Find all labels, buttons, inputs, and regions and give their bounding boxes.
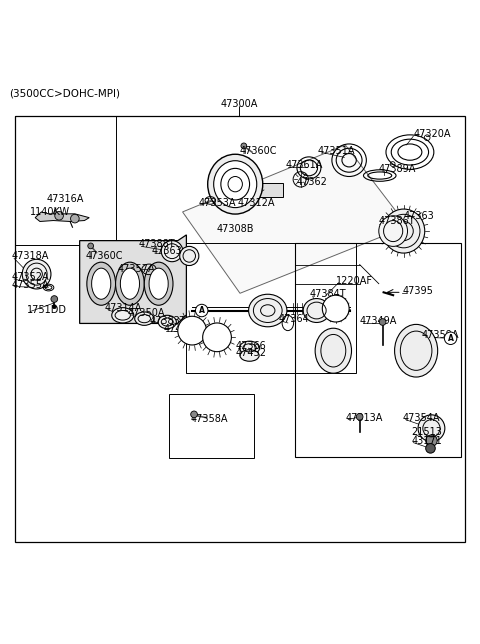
Circle shape [55,211,63,220]
Text: A: A [448,334,454,343]
Circle shape [51,296,58,303]
Ellipse shape [214,161,257,207]
Text: 47312A: 47312A [237,198,275,208]
Text: 47465: 47465 [163,324,194,334]
Circle shape [323,295,349,322]
Text: 47313A: 47313A [345,413,383,422]
Text: 47318A: 47318A [11,251,48,261]
Text: 47363: 47363 [152,246,183,256]
Ellipse shape [208,155,263,214]
Ellipse shape [149,268,168,299]
Ellipse shape [395,325,438,377]
Circle shape [379,319,386,325]
Circle shape [191,411,197,418]
Circle shape [444,332,457,345]
Text: 47452: 47452 [235,348,266,357]
Circle shape [178,316,206,345]
Text: 47349A: 47349A [360,316,397,326]
Ellipse shape [112,308,134,323]
Ellipse shape [120,268,140,299]
Text: 47362: 47362 [297,176,328,187]
Text: 47354A: 47354A [403,413,440,422]
Circle shape [52,305,56,308]
Ellipse shape [144,262,173,305]
Text: A: A [199,306,204,315]
Ellipse shape [180,247,199,265]
Circle shape [241,143,247,149]
Circle shape [195,305,208,317]
Bar [15,116,116,245]
Ellipse shape [161,241,183,261]
Text: 47353A: 47353A [198,198,236,208]
Polygon shape [80,235,186,323]
Circle shape [356,413,363,420]
Bar [186,243,356,374]
Text: 47366: 47366 [235,341,266,351]
Circle shape [88,243,94,249]
Circle shape [71,214,79,223]
Polygon shape [182,145,408,293]
Ellipse shape [315,328,351,374]
Text: 47363: 47363 [404,211,434,221]
Text: 47351A: 47351A [318,146,355,156]
Circle shape [418,415,445,442]
Ellipse shape [249,294,287,327]
Text: 47364: 47364 [278,314,309,324]
Ellipse shape [22,260,51,289]
Text: 47350A: 47350A [128,308,165,318]
Text: 47384T: 47384T [310,289,346,299]
Ellipse shape [240,341,260,355]
Text: 47360C: 47360C [86,251,123,261]
Text: 47388T: 47388T [139,240,175,249]
Text: 21513: 21513 [411,427,442,437]
Text: (3500CC>DOHC-MPI): (3500CC>DOHC-MPI) [9,88,120,99]
Text: 47357A: 47357A [118,264,155,274]
Ellipse shape [87,262,116,305]
Text: 47361A: 47361A [286,160,324,170]
Bar [295,243,461,457]
Ellipse shape [92,268,111,299]
Bar [15,116,465,542]
Text: 47332: 47332 [192,330,223,341]
Text: 47352A: 47352A [11,272,49,283]
Text: 47314A: 47314A [105,303,143,312]
Text: 47300A: 47300A [220,99,258,109]
Ellipse shape [135,312,154,325]
Bar [254,183,283,196]
Ellipse shape [158,316,176,328]
Text: 47320A: 47320A [413,129,451,139]
Circle shape [426,444,435,453]
Text: 1220AF: 1220AF [336,276,373,286]
Text: 47355A: 47355A [11,279,49,290]
Text: 47389A: 47389A [379,164,416,174]
Text: 47358A: 47358A [190,413,228,424]
Circle shape [426,435,437,446]
Text: 1140KW: 1140KW [30,207,71,218]
Ellipse shape [240,350,259,361]
Circle shape [203,323,231,352]
Text: 47386T: 47386T [379,216,415,227]
Text: 47359A: 47359A [422,330,459,341]
Text: 47316A: 47316A [47,194,84,204]
Text: 47308B: 47308B [216,224,253,234]
Ellipse shape [116,262,144,305]
Ellipse shape [383,209,425,253]
Text: 47383T: 47383T [149,316,186,326]
Bar [169,393,254,459]
Ellipse shape [379,216,408,247]
Ellipse shape [303,299,330,323]
Text: 47395: 47395 [403,287,433,296]
Text: 1751DD: 1751DD [27,305,67,314]
Text: 47360C: 47360C [240,146,277,156]
Text: 43171: 43171 [411,436,442,446]
Polygon shape [35,212,89,222]
